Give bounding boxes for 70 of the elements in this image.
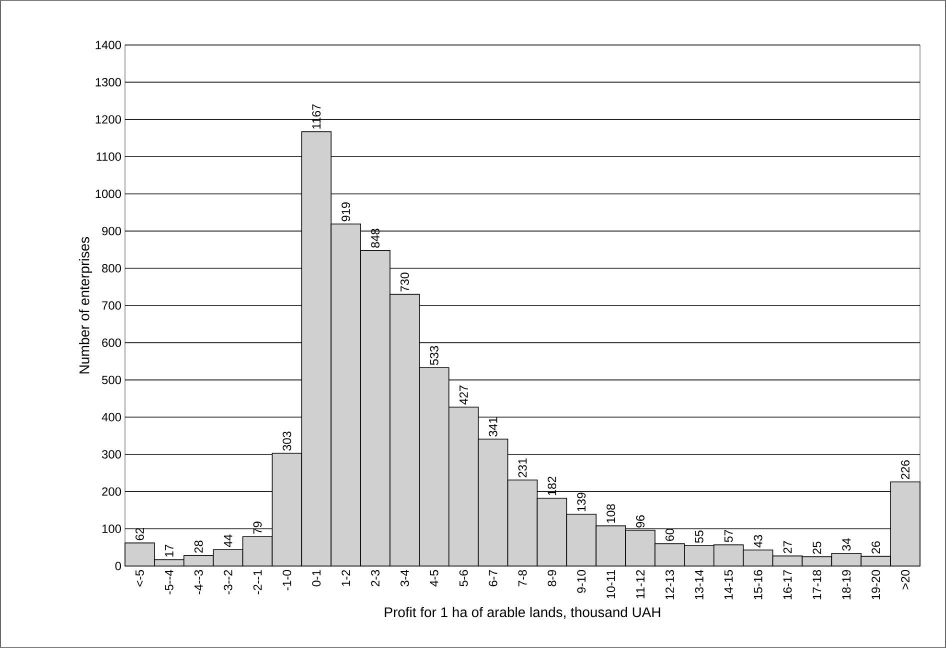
data-label: 28 [194, 540, 203, 553]
data-label: 43 [754, 535, 762, 548]
y-tick-label: 600 [102, 338, 122, 347]
x-tick-label: 2-3 [371, 570, 380, 586]
y-tick-label: 1100 [96, 152, 122, 161]
y-tick-label: 1300 [96, 78, 122, 86]
data-label: 25 [812, 542, 822, 554]
y-tick-label: 200 [102, 487, 122, 496]
x-tick-label: -3--2 [224, 570, 232, 594]
y-tick-label: 800 [102, 264, 122, 273]
x-tick-label: >20 [901, 570, 910, 590]
x-tick-label: 5-6 [459, 570, 468, 586]
data-label: 919 [342, 202, 350, 222]
x-axis-title: Profit for 1 ha of arable lands, thousand UAH [384, 606, 660, 619]
data-label: 55 [695, 530, 704, 543]
data-label: 60 [666, 528, 674, 541]
y-tick-label: 900 [102, 226, 122, 236]
data-label: 34 [842, 538, 851, 551]
data-label: 139 [577, 492, 586, 512]
x-tick-label: 8-9 [548, 570, 556, 586]
data-label: 108 [606, 504, 616, 523]
data-label: 57 [724, 530, 733, 542]
data-label: 182 [548, 476, 556, 496]
data-label: 303 [282, 432, 292, 451]
x-tick-label: 14-15 [724, 570, 733, 600]
x-tick-label: 15-16 [754, 570, 762, 600]
x-tick-label: 3-4 [400, 570, 409, 586]
y-tick-label: 500 [102, 376, 122, 384]
x-tick-label: 16-17 [783, 570, 792, 600]
x-tick-label: -5--4 [165, 570, 174, 594]
data-label: 1167 [312, 104, 321, 129]
x-tick-label: 6-7 [488, 570, 498, 586]
y-tick-label: 100 [102, 524, 122, 534]
data-label: 17 [165, 544, 174, 557]
x-tick-label: <-5 [136, 570, 144, 587]
data-label: 848 [371, 228, 380, 248]
y-tick-label: 400 [102, 412, 122, 422]
y-tick-label: 0 [115, 562, 122, 570]
data-label: 96 [636, 515, 645, 528]
data-label: 79 [253, 522, 262, 534]
x-tick-label: -1-0 [282, 570, 292, 590]
y-tick-label: 300 [102, 450, 122, 459]
x-tick-label: -4--3 [194, 570, 203, 594]
x-tick-label: 9-10 [577, 570, 586, 593]
y-tick-label: 1200 [96, 115, 122, 124]
x-tick-label: 4-5 [430, 570, 438, 587]
x-tick-label: 13-14 [694, 570, 704, 600]
x-tick-label: 11-12 [636, 570, 644, 598]
x-tick-label: -2--1 [253, 570, 262, 594]
x-tick-label: 19-20 [872, 570, 880, 600]
x-tick-label: 0-1 [312, 570, 321, 586]
data-label: 44 [224, 534, 232, 548]
data-label: 533 [430, 346, 438, 365]
y-tick-label: 700 [102, 301, 122, 310]
x-tick-label: 17-18 [812, 570, 822, 600]
y-tick-label: 1000 [96, 190, 122, 198]
data-label: 427 [459, 386, 468, 405]
data-label: 27 [783, 541, 792, 554]
x-tick-label: 10-11 [606, 570, 616, 598]
x-tick-label: 1-2 [342, 570, 350, 586]
data-label: 26 [872, 541, 880, 554]
x-tick-label: 12-13 [666, 570, 674, 600]
data-label: 730 [400, 272, 409, 292]
data-label: 341 [488, 418, 498, 436]
y-axis-title: Number of enterprises [79, 237, 92, 374]
x-tick-label: 7-8 [518, 570, 527, 586]
y-tick-label: 1400 [96, 40, 122, 50]
data-label: 226 [901, 460, 910, 480]
x-tick-label: 18-19 [842, 570, 851, 600]
data-label: 231 [518, 458, 527, 478]
